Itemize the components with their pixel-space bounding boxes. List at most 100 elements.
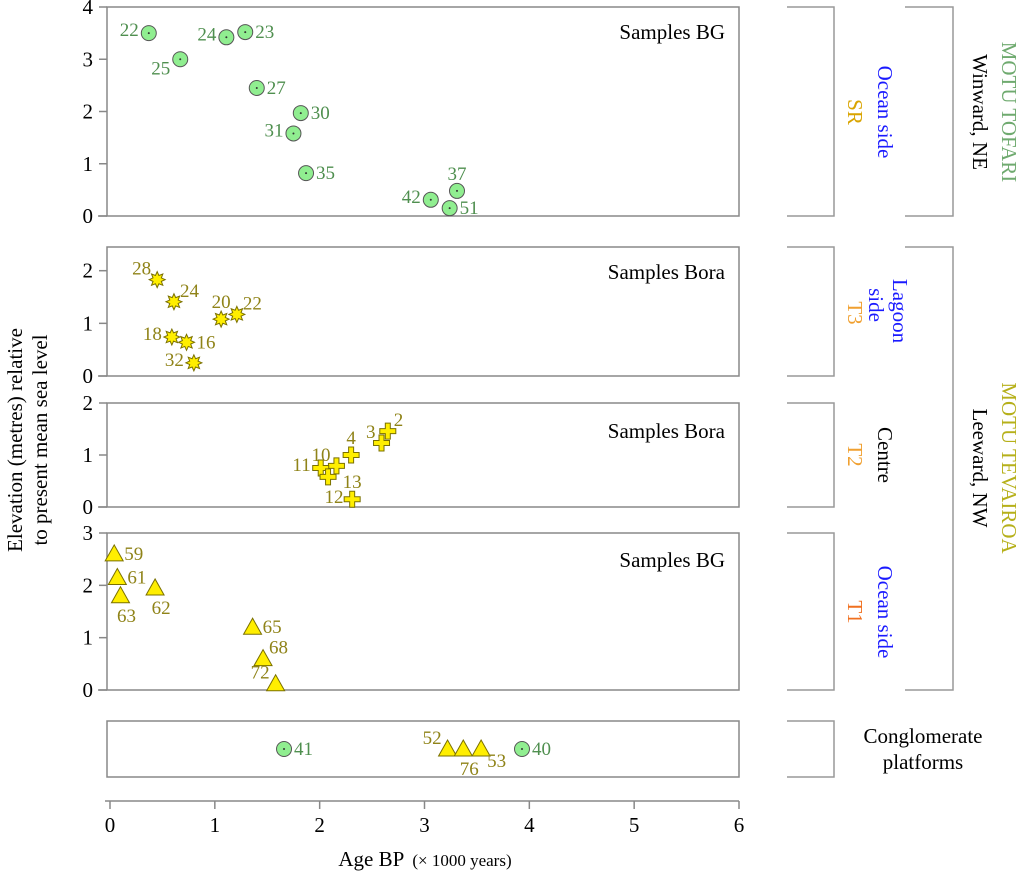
point-68: 68 [253, 638, 288, 667]
panel-title-sr: Samples BG [619, 20, 725, 44]
point-label: 24 [180, 281, 200, 302]
point-32: 32 [165, 350, 204, 373]
triangle-marker [265, 673, 286, 692]
point-72: 72 [251, 663, 286, 692]
point-52: 52 [423, 728, 458, 757]
point-label: 30 [311, 103, 330, 124]
x-tick-label: 3 [419, 813, 430, 837]
point-30: 30 [292, 103, 330, 124]
point-label: 12 [325, 487, 344, 508]
point-label: 16 [197, 332, 216, 353]
plus-marker [379, 422, 397, 440]
y-tick-label: 0 [83, 364, 94, 388]
panel-frame-panel-t1 [106, 532, 740, 691]
y-tick-label: 0 [83, 495, 94, 519]
conglomerate-line1: Conglomerate [864, 724, 983, 748]
t1-side-text: Ocean side [873, 566, 897, 659]
circle-marker-dot [225, 36, 228, 39]
point-2: 2 [379, 410, 403, 440]
plus-marker [373, 434, 391, 452]
point-label: 76 [460, 759, 479, 780]
y-tick-label: 0 [83, 204, 94, 228]
plus-marker [343, 490, 361, 508]
tevairoa-dir-text: Leeward, NW [968, 409, 992, 528]
point-label: 65 [263, 617, 282, 638]
y-tick-label: 3 [83, 521, 94, 545]
panel-title-t2: Samples Bora [608, 419, 726, 443]
triangle-marker [253, 648, 273, 667]
asterisk-marker [164, 292, 184, 311]
point-label: 72 [251, 663, 270, 684]
circle-marker-dot [255, 86, 258, 89]
circle-marker-dot [448, 207, 451, 210]
panel-title-t1: Samples BG [619, 548, 725, 572]
point-label: 68 [269, 638, 288, 659]
point-label: 10 [311, 445, 330, 466]
t1-code-text: T1 [843, 600, 867, 623]
y-tick-label: 2 [83, 573, 94, 597]
point-label: 42 [402, 187, 421, 208]
x-tick-label: 4 [524, 813, 535, 837]
y-tick-label: 2 [83, 391, 94, 415]
point-label: 27 [267, 78, 286, 99]
t2-code-text: T2 [843, 443, 867, 466]
point-20: 20 [212, 292, 231, 329]
y-tick-label: 1 [83, 311, 94, 335]
point-label: 3 [366, 422, 376, 443]
point-27: 27 [248, 78, 286, 99]
point-label: 31 [264, 120, 283, 141]
t3-side-line2: side [864, 288, 888, 322]
point-label: 52 [423, 728, 442, 749]
panel-frames [98, 6, 740, 778]
point-59: 59 [104, 543, 143, 565]
point-76: 76 [453, 738, 479, 780]
y-tick-label: 2 [83, 100, 94, 124]
bracket-conglomerate [787, 720, 835, 778]
point-label: 24 [197, 24, 217, 45]
point-label: 4 [346, 428, 356, 449]
point-62: 62 [145, 577, 171, 619]
label-t3-code: T3 [843, 301, 867, 324]
x-tick-label: 1 [210, 813, 221, 837]
point-label: 18 [143, 324, 162, 345]
panel-frame-panel-conglomerate [106, 720, 740, 778]
point-61: 61 [107, 567, 146, 588]
bracket-sr [787, 6, 835, 217]
asterisk-marker [184, 353, 204, 373]
label-t3-side: Lagoon side [864, 279, 912, 344]
asterisk-marker [147, 270, 167, 289]
point-23: 23 [237, 22, 274, 43]
point-label: 53 [487, 751, 506, 772]
sr-side-text: Ocean side [873, 66, 897, 159]
point-25: 25 [151, 51, 189, 79]
circle-marker-dot [455, 189, 458, 192]
asterisk-marker [162, 327, 182, 347]
point-label: 25 [151, 58, 170, 79]
y-axis-label-line1: Elevation (metres) relative [3, 328, 27, 552]
bracket-tevairoa [905, 246, 954, 691]
point-label: 32 [165, 350, 184, 371]
triangle-marker [145, 577, 165, 596]
point-label: 28 [132, 259, 151, 280]
y-tick-label: 0 [83, 678, 94, 702]
label-t1-side: Ocean side [873, 566, 897, 659]
point-16: 16 [177, 332, 216, 353]
point-18: 18 [143, 324, 182, 347]
point-3: 3 [366, 422, 391, 452]
bracket-tofari [905, 6, 954, 217]
circle-marker-dot [179, 58, 182, 61]
point-31: 31 [264, 120, 302, 142]
asterisk-marker [177, 333, 196, 352]
point-label: 20 [212, 292, 231, 313]
circle-marker-dot [520, 748, 523, 750]
point-label: 62 [152, 598, 171, 619]
point-label: 22 [120, 20, 139, 41]
plus-marker [319, 468, 337, 486]
point-12: 12 [319, 468, 344, 508]
point-10: 10 [311, 445, 345, 475]
point-label: 23 [255, 22, 274, 43]
